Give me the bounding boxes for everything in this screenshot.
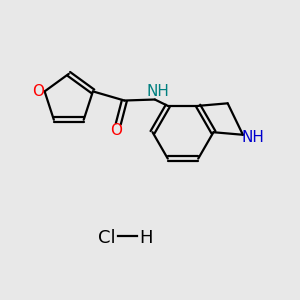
Text: NH: NH	[146, 84, 169, 99]
Text: O: O	[32, 84, 44, 99]
Text: H: H	[140, 229, 153, 247]
Text: Cl: Cl	[98, 229, 116, 247]
Text: NH: NH	[242, 130, 265, 145]
Text: O: O	[110, 123, 122, 138]
